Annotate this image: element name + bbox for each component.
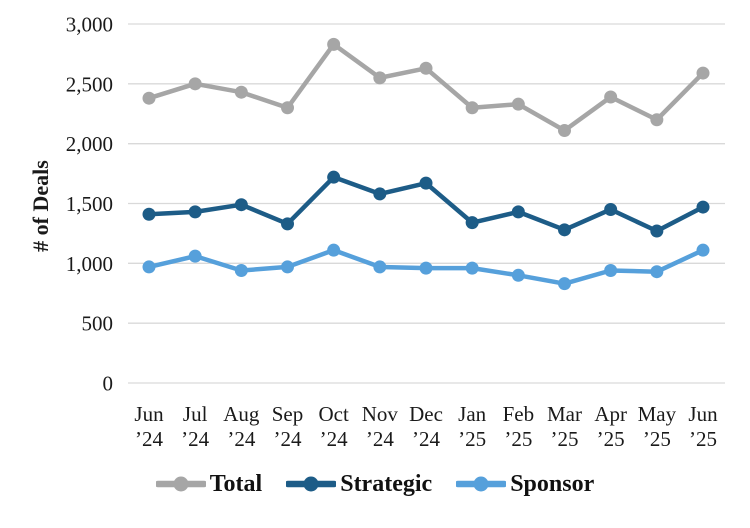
legend-marker-sponsor-icon [456, 476, 507, 492]
sponsor-data-point-marker [188, 249, 202, 263]
x-axis-tick-label: Jan ’25 [458, 402, 486, 451]
y-axis-tick-label: 500 [82, 312, 114, 336]
sponsor-data-point-marker [373, 260, 387, 274]
x-axis-tick-label: Apr ’25 [594, 402, 627, 451]
sponsor-data-point-marker [696, 243, 710, 257]
legend-label-total: Total [209, 471, 263, 497]
legend-label-sponsor: Sponsor [510, 471, 595, 497]
sponsor-data-point-marker [511, 268, 525, 282]
strategic-data-point-marker [142, 207, 156, 221]
x-axis-tick-label: May ’25 [638, 402, 677, 451]
total-data-point-marker [696, 66, 710, 80]
sponsor-data-point-marker [281, 260, 294, 274]
strategic-data-point-marker [511, 205, 525, 219]
x-axis-tick-label: Jun ’25 [688, 402, 718, 451]
strategic-data-point-marker [373, 187, 387, 201]
sponsor-data-point-marker [465, 261, 479, 275]
total-data-point-marker [327, 37, 341, 51]
x-axis-tick-label: Sep ’24 [272, 402, 304, 451]
y-axis-title: # of Deals [28, 160, 53, 252]
sponsor-data-point-marker [604, 264, 618, 278]
strategic-data-point-marker [696, 200, 710, 214]
sponsor-data-point-marker [327, 243, 341, 257]
total-data-point-marker [604, 90, 618, 104]
strategic-data-point-marker [465, 216, 479, 230]
x-axis-tick-label: Jul ’24 [181, 402, 209, 451]
strategic-data-point-marker [234, 198, 248, 212]
x-axis-tick-label: Oct ’24 [319, 402, 349, 451]
legend-item-strategic: Strategic [286, 472, 432, 496]
sponsor-data-point-marker [419, 261, 433, 275]
strategic-data-point-marker [650, 224, 664, 238]
total-data-point-marker [373, 71, 387, 85]
strategic-data-point-marker [558, 223, 571, 237]
strategic-data-point-marker [604, 202, 618, 216]
x-axis-tick-label: Jun ’24 [134, 402, 164, 451]
y-axis-tick-label: 3,000 [66, 13, 113, 37]
sponsor-data-point-marker [142, 260, 156, 274]
y-axis-tick-label: 2,000 [66, 132, 113, 156]
x-axis-tick-label: Feb ’25 [503, 402, 535, 451]
y-axis-tick-label: 1,500 [66, 192, 113, 216]
legend-label-strategic: Strategic [340, 471, 433, 497]
x-axis-tick-label: Mar ’25 [547, 402, 582, 451]
y-axis-tick-label: 2,500 [66, 72, 113, 96]
strategic-data-point-marker [419, 176, 433, 190]
strategic-data-point-marker [281, 217, 294, 231]
sponsor-data-point-marker [558, 277, 571, 291]
total-series-line [146, 42, 706, 133]
legend-item-sponsor: Sponsor [456, 472, 594, 496]
total-data-point-marker [465, 101, 479, 115]
legend-item-total: Total [155, 471, 263, 497]
total-data-point-marker [511, 97, 525, 111]
total-data-point-marker [650, 113, 664, 127]
x-axis-tick-label: Nov ’24 [362, 402, 399, 451]
sponsor-data-point-marker [650, 265, 664, 279]
total-data-point-marker [558, 124, 571, 138]
y-axis-tick-label: 0 [103, 372, 114, 396]
y-axis-tick-label: 1,000 [66, 252, 113, 276]
x-axis-tick-label: Aug ’24 [223, 402, 260, 451]
legend-marker-total-icon [155, 476, 206, 492]
strategic-data-point-marker [188, 205, 202, 219]
total-data-point-marker [419, 61, 433, 75]
x-axis-tick-label: Dec ’24 [409, 402, 443, 451]
legend-marker-strategic-icon [286, 476, 337, 492]
sponsor-data-point-marker [234, 264, 248, 278]
total-data-point-marker [188, 77, 202, 91]
total-data-point-marker [281, 101, 294, 115]
total-data-point-marker [234, 85, 248, 99]
strategic-data-point-marker [327, 170, 341, 184]
total-data-point-marker [142, 91, 156, 105]
legend: Total Strategic Sponsor [0, 472, 750, 496]
